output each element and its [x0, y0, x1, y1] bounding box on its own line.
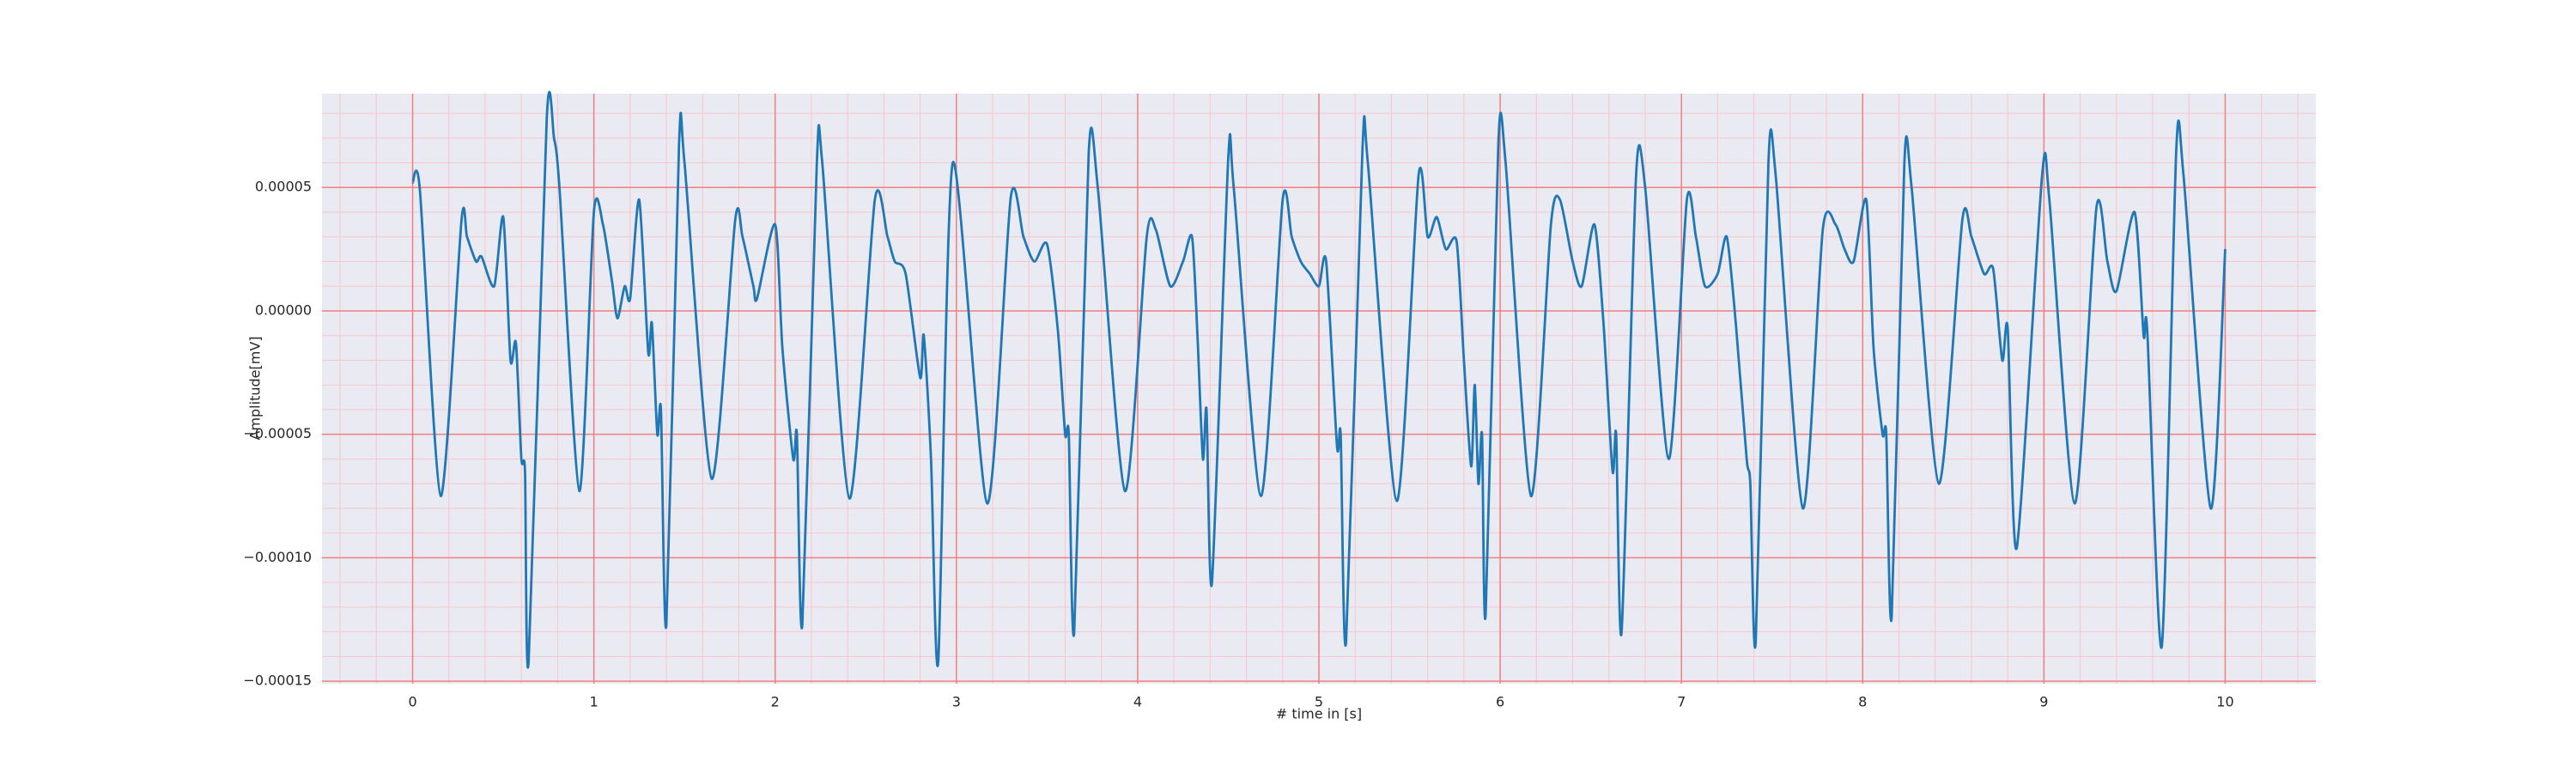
- x-tick-label: 4: [1133, 694, 1142, 710]
- x-tick-label: 7: [1677, 694, 1686, 710]
- x-tick-label: 6: [1496, 694, 1504, 710]
- signal-line: [411, 90, 2227, 669]
- x-tick-label: 9: [2039, 694, 2048, 710]
- y-tick-label: −0.00010: [243, 549, 312, 565]
- x-tick-label: 2: [771, 694, 780, 710]
- y-tick-label: −0.00015: [243, 673, 312, 689]
- x-tick-label: 3: [952, 694, 961, 710]
- x-tick-label: 0: [408, 694, 416, 710]
- y-tick-label: 0.00005: [255, 179, 312, 195]
- y-tick-label: 0.00000: [255, 301, 312, 318]
- x-tick-label: 8: [1858, 694, 1867, 710]
- x-tick-label: 10: [2216, 694, 2233, 710]
- x-tick-label: 5: [1315, 694, 1323, 710]
- x-tick-label: 1: [590, 694, 598, 710]
- x-axis-label: # time in [s]: [1276, 706, 1362, 722]
- y-tick-label: −0.00005: [243, 425, 312, 441]
- y-axis-label: Amplitude[mV]: [247, 336, 264, 440]
